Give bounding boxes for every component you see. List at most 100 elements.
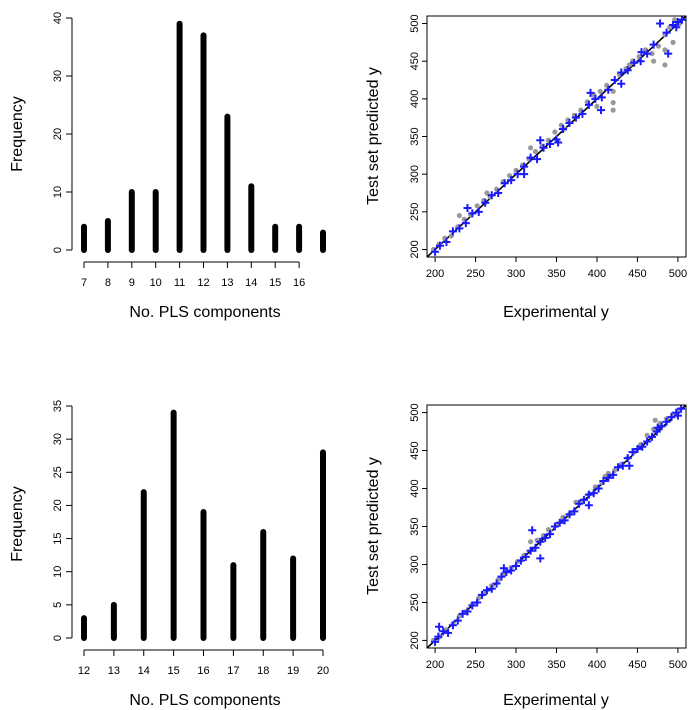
- data-point: [594, 484, 603, 493]
- y-tick-label: 10: [52, 186, 64, 198]
- data-point: [546, 530, 555, 539]
- data-point: [448, 227, 457, 236]
- data-point: [662, 62, 668, 68]
- data-point: [651, 58, 657, 64]
- data-point: [604, 85, 613, 94]
- y-axis-label: Frequency: [9, 486, 26, 562]
- x-tick-label: 450: [628, 659, 646, 671]
- data-point: [474, 207, 483, 216]
- x-tick-label: 13: [221, 277, 233, 289]
- data-point: [435, 622, 444, 631]
- data-point: [492, 579, 501, 588]
- data-point: [560, 516, 569, 525]
- data-point: [597, 93, 606, 102]
- data-point: [617, 68, 626, 77]
- data-point: [571, 113, 580, 122]
- y-tick-label: 450: [409, 52, 421, 70]
- y-axis-label: Test set predicted y: [365, 457, 382, 595]
- data-point: [528, 145, 534, 151]
- data-point: [575, 499, 584, 508]
- data-point: [633, 445, 642, 454]
- data-point: [673, 411, 682, 420]
- x-tick-label: 7: [81, 277, 87, 289]
- data-point: [673, 18, 682, 27]
- data-point: [453, 616, 462, 625]
- data-point: [656, 19, 665, 28]
- y-tick-label: 20: [52, 499, 64, 511]
- data-point: [458, 609, 467, 618]
- data-point: [623, 454, 632, 463]
- x-tick-label: 350: [547, 268, 565, 280]
- data-point: [662, 47, 668, 53]
- x-tick-label: 15: [269, 277, 281, 289]
- y-tick-label: 250: [409, 593, 421, 611]
- data-point: [552, 129, 558, 135]
- data-point: [617, 79, 626, 88]
- x-tick-label: 14: [138, 665, 150, 677]
- y-tick-label: 450: [409, 441, 421, 459]
- x-tick-label: 12: [197, 277, 209, 289]
- x-tick-label: 15: [168, 665, 180, 677]
- data-point: [670, 39, 676, 45]
- data-point: [528, 526, 537, 535]
- data-point: [482, 586, 491, 595]
- data-point: [487, 584, 496, 593]
- y-tick-label: 300: [409, 555, 421, 573]
- y-tick-label: 30: [52, 70, 64, 82]
- data-point: [499, 564, 508, 573]
- data-point: [597, 106, 606, 115]
- x-axis-label: Experimental y: [503, 692, 609, 709]
- x-axis-label: Experimental y: [503, 304, 609, 321]
- data-point: [630, 58, 639, 67]
- data-point: [444, 628, 453, 637]
- data-point: [584, 100, 593, 109]
- data-point: [481, 198, 490, 207]
- data-point: [662, 28, 671, 37]
- y-tick-label: 20: [52, 128, 64, 140]
- data-point: [662, 417, 671, 426]
- data-point: [478, 590, 487, 599]
- data-point: [653, 423, 662, 432]
- x-tick-label: 500: [669, 268, 687, 280]
- data-point: [667, 413, 676, 422]
- y-tick-label: 200: [409, 631, 421, 649]
- data-point: [507, 176, 516, 185]
- data-point: [677, 16, 686, 24]
- data-point: [487, 191, 496, 200]
- x-tick-label: 250: [466, 268, 484, 280]
- data-point: [584, 501, 593, 510]
- data-point: [435, 241, 444, 250]
- x-tick-label: 11: [174, 277, 185, 289]
- data-point: [531, 543, 540, 552]
- data-point: [526, 546, 535, 555]
- data-point: [637, 48, 646, 57]
- data-point: [580, 495, 589, 504]
- data-point: [536, 537, 545, 546]
- data-point: [431, 247, 440, 256]
- data-point: [599, 476, 608, 485]
- data-point: [536, 136, 545, 145]
- data-point: [473, 598, 482, 607]
- x-tick-label: 500: [669, 659, 687, 671]
- data-point: [431, 637, 440, 646]
- y-tick-label: 500: [409, 14, 421, 32]
- y-tick-label: 30: [52, 433, 64, 445]
- x-tick-label: 16: [197, 665, 209, 677]
- y-tick-label: 200: [409, 240, 421, 258]
- data-point: [461, 219, 470, 228]
- y-tick-label: 40: [52, 12, 64, 24]
- data-point: [536, 554, 545, 563]
- data-point: [636, 57, 645, 66]
- data-point: [610, 76, 619, 85]
- data-point: [584, 490, 593, 499]
- data-point: [507, 566, 516, 575]
- x-tick-label: 200: [426, 268, 444, 280]
- data-point: [474, 203, 480, 209]
- data-point: [434, 632, 443, 641]
- data-point: [672, 23, 681, 32]
- data-point: [625, 461, 634, 470]
- y-tick-label: 350: [409, 127, 421, 145]
- data-point: [589, 489, 598, 498]
- data-point: [677, 405, 686, 413]
- plot-area: [427, 405, 686, 648]
